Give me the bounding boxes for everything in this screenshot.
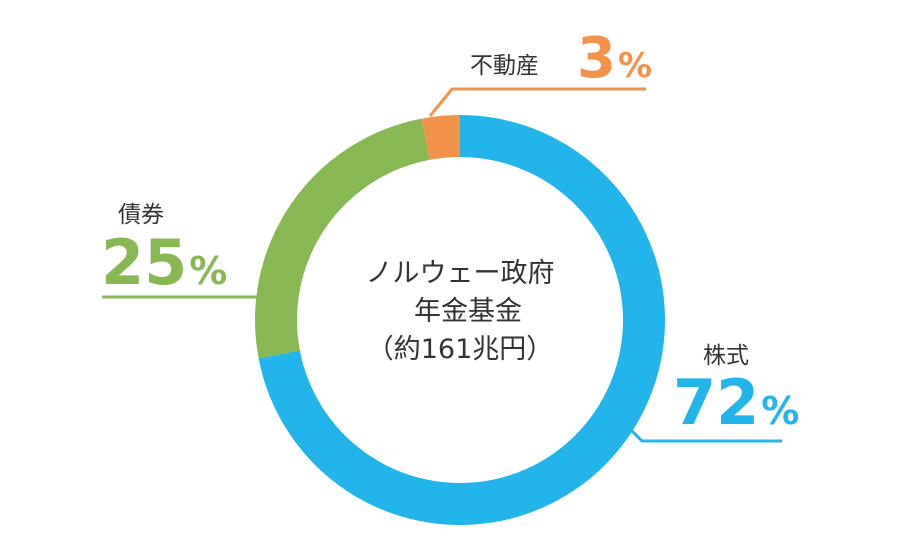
label-bonds: 債券 [118, 202, 164, 228]
leader-line-realestate [428, 87, 646, 117]
label-realestate: 不動産 [470, 53, 539, 79]
donut-slices [254, 115, 665, 526]
center-title-line-2: 年金基金 [414, 296, 522, 327]
label-stocks: 株式 [703, 343, 749, 369]
value-bonds-unit: % [189, 249, 227, 293]
slice-bonds [254, 118, 430, 359]
value-stocks-unit: % [761, 389, 799, 433]
value-realestate-unit: % [618, 46, 652, 86]
value-stocks: 72% [673, 366, 799, 439]
slice-realestate [421, 115, 460, 160]
value-bonds: 25% [101, 226, 227, 299]
value-bonds-number: 25 [101, 226, 187, 299]
center-title-line-1: ノルウェー政府 [366, 258, 555, 289]
value-stocks-number: 72 [673, 366, 759, 439]
leader-line-stocks [624, 423, 782, 443]
value-realestate-number: 3 [577, 26, 616, 91]
value-realestate: 3% [577, 26, 652, 91]
center-title-line-3: （約161兆円） [367, 334, 554, 365]
